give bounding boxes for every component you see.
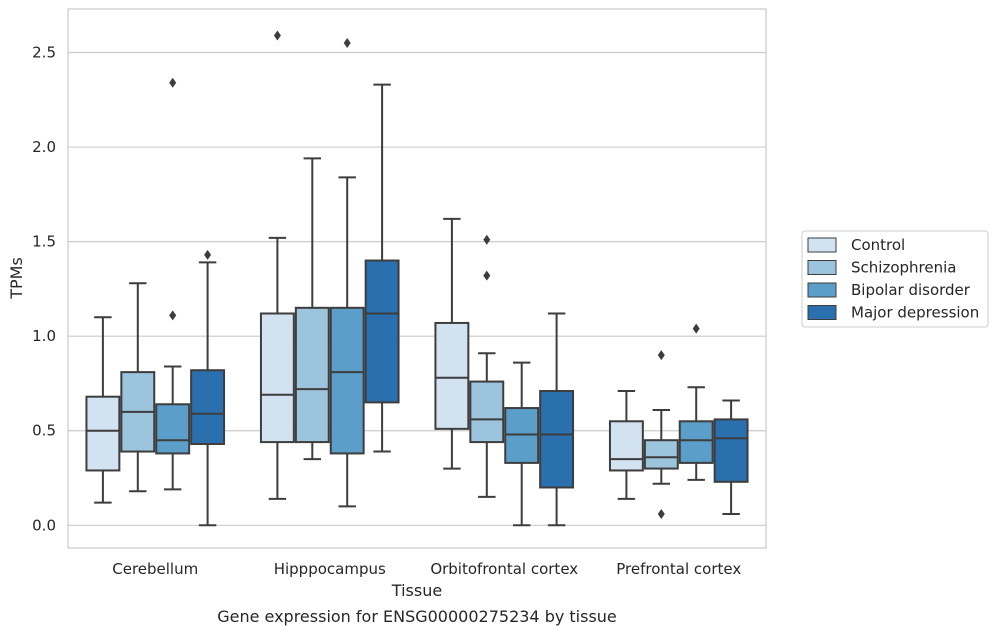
box-iqr [259, 312, 295, 444]
y-tick-label: 2.5 [32, 43, 56, 61]
figure-caption: Gene expression for ENSG00000275234 by t… [217, 607, 617, 626]
box-major-depression [190, 249, 226, 527]
x-tick-label: Prefrontal cortex [616, 560, 741, 578]
box-plot-marks [85, 30, 749, 527]
box-schizophrenia [294, 157, 330, 461]
box-iqr [85, 395, 121, 472]
outlier-marker [483, 270, 491, 281]
legend-swatch [807, 305, 837, 320]
y-tick-label: 0.5 [32, 422, 56, 440]
y-tick-label: 0.0 [32, 516, 56, 534]
x-tick-label: Hipppocampus [274, 560, 386, 578]
plot-frame [67, 8, 767, 549]
box-iqr [678, 420, 714, 464]
x-tick-label: Cerebellum [112, 560, 198, 578]
outlier-marker [169, 77, 177, 88]
box-schizophrenia [643, 350, 679, 519]
legend-label: Major depression [851, 304, 979, 322]
box-control [608, 390, 644, 500]
outlier-marker [483, 234, 491, 245]
legend-swatch [807, 260, 837, 275]
box-bipolar-disorder [678, 323, 714, 481]
box-schizophrenia [120, 282, 156, 493]
box-bipolar-disorder [504, 361, 540, 527]
box-iqr [713, 418, 749, 483]
outlier-marker [343, 38, 351, 49]
box-iqr [539, 390, 575, 489]
outlier-marker [692, 323, 700, 334]
box-iqr [155, 403, 191, 455]
box-iqr [190, 369, 226, 445]
y-tick-label: 1.0 [32, 327, 56, 345]
box-iqr [469, 380, 505, 444]
outlier-marker [657, 508, 665, 519]
legend-label: Bipolar disorder [851, 281, 971, 299]
box-control [434, 217, 470, 470]
box-bipolar-disorder [329, 38, 365, 508]
legend-label: Control [851, 236, 905, 254]
box-iqr [608, 420, 644, 472]
legend-swatch [807, 237, 837, 253]
box-schizophrenia [469, 234, 505, 498]
outlier-marker [169, 310, 177, 321]
y-tick-labels: 0.0 0.5 1.0 1.5 2.0 2.5 [32, 43, 56, 534]
legend-label: Schizophrenia [851, 259, 956, 277]
box-major-depression [713, 399, 749, 515]
legend-swatch [807, 282, 837, 298]
y-tick-label: 2.0 [32, 138, 56, 156]
outlier-marker [204, 249, 212, 260]
x-axis-label: Tissue [391, 581, 442, 600]
box-iqr [643, 439, 679, 470]
box-major-depression [364, 83, 400, 453]
x-tick-labels: Cerebellum Hipppocampus Orbitofrontal cort… [112, 560, 741, 578]
box-iqr [364, 259, 400, 404]
x-tick-label: Orbitofrontal cortex [430, 560, 578, 578]
y-axis-label: TPMs [7, 257, 26, 300]
box-control [85, 316, 121, 504]
outlier-marker [657, 350, 665, 361]
box-major-depression [539, 312, 575, 527]
outlier-marker [273, 30, 281, 41]
legend-frame [801, 230, 989, 328]
y-tick-label: 1.5 [32, 233, 56, 251]
box-control [259, 30, 295, 500]
box-iqr [294, 306, 330, 444]
box-bipolar-disorder [155, 77, 191, 491]
box-iqr [434, 321, 470, 430]
legend: Control Schizophrenia Bipolar disorder Majo… [801, 230, 989, 328]
box-iqr [329, 306, 365, 455]
